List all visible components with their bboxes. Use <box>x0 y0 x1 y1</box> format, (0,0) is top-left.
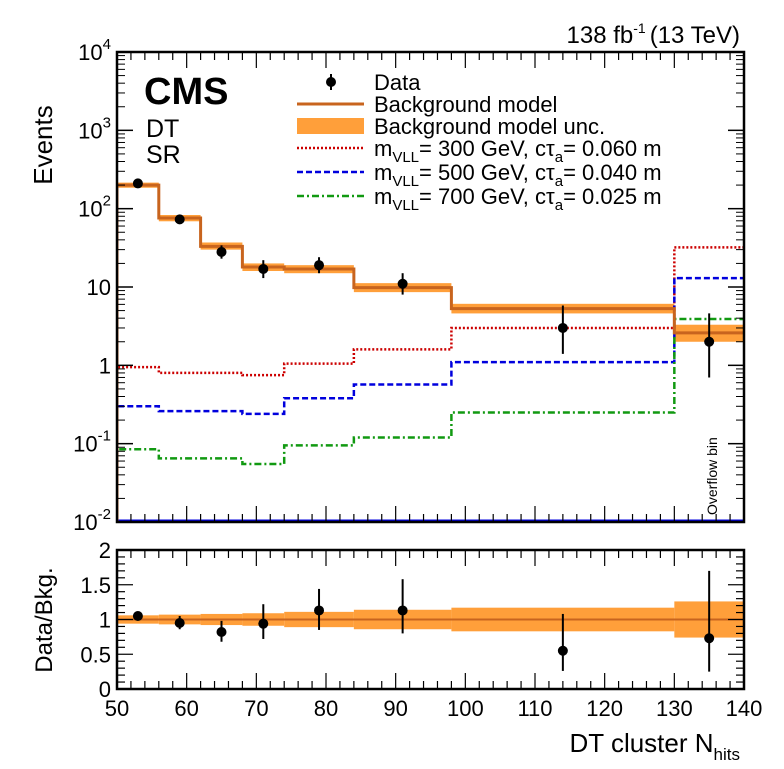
main-ytick-label-6: 104 <box>78 36 111 65</box>
xtick-label-1: 60 <box>174 696 198 721</box>
legend-signal-label-2: mVLL= 700 GeV, cτa= 0.025 m <box>374 184 662 214</box>
ratio-point-6 <box>557 645 568 656</box>
ratio-ytick-label-1: 0.5 <box>80 642 111 667</box>
x-axis-label: DT cluster Nhits <box>570 728 740 764</box>
main-ytick-label-3: 10 <box>87 275 111 300</box>
main-ytick-label-1: 10-1 <box>73 428 111 457</box>
ratio-ytick-label-4: 2 <box>99 538 111 563</box>
ratio-ytick-label-3: 1.5 <box>80 573 111 598</box>
main-ytick-label-0: 10-2 <box>73 506 111 535</box>
ratio-ytick-label-2: 1 <box>99 608 111 633</box>
xtick-label-2: 70 <box>244 696 268 721</box>
xtick-label-6: 110 <box>517 696 552 721</box>
legend-unc-swatch <box>297 118 364 134</box>
tag-line-1: DT <box>146 115 179 143</box>
signal-line-1 <box>117 276 744 522</box>
ratio-point-1 <box>174 617 185 628</box>
ratio-panel: 0 0.5 1 1.5 2 Data/Bkg. <box>31 538 746 702</box>
ratio-point-0 <box>132 611 143 622</box>
ratio-point-5 <box>397 605 408 616</box>
data-point-6 <box>557 322 568 333</box>
ratio-point-7 <box>704 633 715 644</box>
overflow-label: Overflow bin <box>704 437 720 515</box>
legend-bkg-label: Background model <box>374 92 557 117</box>
cms-logo: CMS <box>144 71 228 113</box>
xtick-label-7: 120 <box>586 696 623 721</box>
data-point-4 <box>314 260 325 271</box>
data-point-3 <box>258 263 269 274</box>
xtick-label-3: 80 <box>314 696 338 721</box>
xtick-label-4: 90 <box>383 696 407 721</box>
data-point-0 <box>132 178 143 189</box>
data-point-2 <box>216 246 227 257</box>
main-ylabel: Events <box>28 105 58 185</box>
main-ytick-label-4: 102 <box>78 193 111 222</box>
data-point-7 <box>704 336 715 347</box>
legend-signal-label-0: mVLL= 300 GeV, cτa= 0.060 m <box>374 136 662 166</box>
main-ytick-label-2: 1 <box>99 353 111 378</box>
legend-data-marker <box>326 77 336 87</box>
tag-line-2: SR <box>146 141 181 169</box>
main-ytick-label-5: 103 <box>78 114 111 143</box>
bkg-line <box>117 183 744 522</box>
ratio-point-3 <box>258 618 269 629</box>
data-point-5 <box>397 278 408 289</box>
legend-signal-label-1: mVLL= 500 GeV, cτa= 0.040 m <box>374 160 662 190</box>
legend: Data Background model Background model u… <box>297 70 662 214</box>
legend-unc-label: Background model unc. <box>374 114 605 139</box>
ratio-ylabel: Data/Bkg. <box>31 567 58 672</box>
lumi-energy: (13 TeV) <box>650 22 740 49</box>
xtick-label-5: 100 <box>447 696 484 721</box>
xtick-label-8: 130 <box>656 696 693 721</box>
xtick-label-0: 50 <box>105 696 129 721</box>
main-panel: 10-2 10-1 1 10 102 103 104 Events CMS DT SR Ov… <box>28 36 746 535</box>
ratio-point-2 <box>216 627 227 638</box>
lumi-label: 138 fb-1 (13 TeV) <box>567 20 740 49</box>
legend-data-label: Data <box>374 70 421 95</box>
xtick-label-9: 140 <box>726 696 763 721</box>
data-point-1 <box>174 214 185 225</box>
ratio-ytick-label-0: 0 <box>99 677 111 702</box>
signal-line-2 <box>117 317 744 522</box>
ratio-point-4 <box>314 605 325 616</box>
